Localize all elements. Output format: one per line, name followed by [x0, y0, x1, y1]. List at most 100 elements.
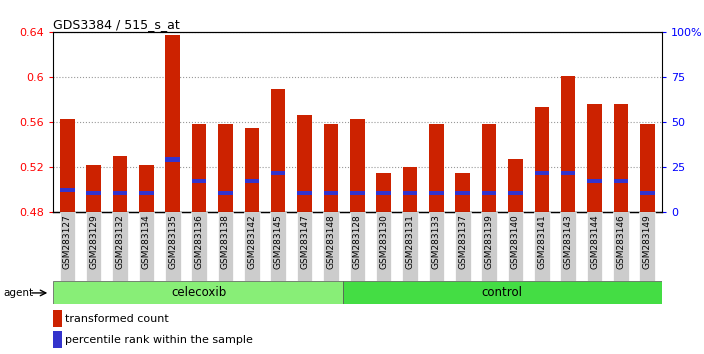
Bar: [586, 212, 603, 281]
Text: GSM283127: GSM283127: [63, 215, 72, 269]
Bar: [508, 212, 523, 281]
Text: GSM283145: GSM283145: [274, 215, 283, 269]
Text: control: control: [482, 286, 523, 299]
Bar: [192, 178, 206, 183]
Bar: [482, 212, 497, 281]
Bar: [639, 212, 655, 281]
Text: GSM283148: GSM283148: [327, 215, 335, 269]
Bar: [403, 167, 417, 212]
Bar: [87, 165, 101, 212]
Bar: [113, 191, 127, 195]
Bar: [86, 212, 101, 281]
Bar: [271, 171, 285, 175]
Bar: [613, 212, 629, 281]
Bar: [614, 178, 628, 183]
Bar: [271, 90, 285, 212]
Bar: [139, 165, 153, 212]
Bar: [560, 212, 576, 281]
Bar: [244, 178, 259, 183]
Bar: [402, 212, 417, 281]
Bar: [113, 156, 127, 212]
Bar: [297, 212, 313, 281]
Text: GSM283132: GSM283132: [115, 215, 125, 269]
Text: GSM283133: GSM283133: [432, 215, 441, 269]
Bar: [60, 119, 75, 212]
Bar: [561, 76, 575, 212]
Text: GSM283137: GSM283137: [458, 215, 467, 269]
Text: GSM283141: GSM283141: [537, 215, 546, 269]
Bar: [53, 331, 62, 348]
Text: transformed count: transformed count: [65, 314, 169, 324]
Bar: [218, 124, 233, 212]
Text: GSM283144: GSM283144: [590, 215, 599, 269]
Bar: [270, 212, 286, 281]
Text: agent: agent: [4, 288, 34, 298]
Bar: [587, 104, 602, 212]
Bar: [218, 191, 233, 195]
Text: GSM283138: GSM283138: [221, 215, 230, 269]
Bar: [244, 212, 260, 281]
Bar: [614, 104, 628, 212]
Bar: [640, 124, 655, 212]
Bar: [165, 212, 180, 281]
Bar: [323, 212, 339, 281]
Bar: [165, 157, 180, 162]
Text: GSM283139: GSM283139: [484, 215, 494, 269]
Bar: [455, 191, 470, 195]
Text: GSM283129: GSM283129: [89, 215, 98, 269]
Bar: [87, 191, 101, 195]
Bar: [112, 212, 128, 281]
Bar: [244, 128, 259, 212]
Bar: [455, 212, 470, 281]
Text: GSM283130: GSM283130: [379, 215, 388, 269]
Bar: [587, 178, 602, 183]
Bar: [60, 212, 75, 281]
Bar: [429, 124, 444, 212]
Bar: [561, 171, 575, 175]
Bar: [343, 281, 662, 304]
Text: GSM283135: GSM283135: [168, 215, 177, 269]
Text: percentile rank within the sample: percentile rank within the sample: [65, 335, 253, 345]
Text: GSM283128: GSM283128: [353, 215, 362, 269]
Bar: [60, 188, 75, 192]
Bar: [377, 173, 391, 212]
Bar: [534, 108, 549, 212]
Text: celecoxib: celecoxib: [172, 286, 227, 299]
Bar: [455, 173, 470, 212]
Bar: [508, 159, 522, 212]
Bar: [53, 281, 343, 304]
Text: GDS3384 / 515_s_at: GDS3384 / 515_s_at: [53, 18, 180, 31]
Bar: [482, 191, 496, 195]
Text: GSM283142: GSM283142: [247, 215, 256, 269]
Bar: [376, 212, 391, 281]
Bar: [139, 212, 154, 281]
Text: GSM283131: GSM283131: [406, 215, 415, 269]
Bar: [53, 310, 62, 327]
Bar: [640, 191, 655, 195]
Text: GSM283136: GSM283136: [194, 215, 203, 269]
Bar: [324, 124, 338, 212]
Bar: [534, 212, 550, 281]
Text: GSM283149: GSM283149: [643, 215, 652, 269]
Bar: [429, 191, 444, 195]
Text: GSM283146: GSM283146: [617, 215, 625, 269]
Bar: [191, 212, 207, 281]
Bar: [218, 212, 233, 281]
Bar: [403, 191, 417, 195]
Bar: [165, 35, 180, 212]
Text: GSM283147: GSM283147: [300, 215, 309, 269]
Bar: [482, 124, 496, 212]
Bar: [297, 115, 312, 212]
Text: GSM283134: GSM283134: [142, 215, 151, 269]
Bar: [377, 191, 391, 195]
Bar: [429, 212, 444, 281]
Bar: [297, 191, 312, 195]
Bar: [192, 124, 206, 212]
Bar: [508, 191, 522, 195]
Bar: [350, 119, 365, 212]
Bar: [139, 191, 153, 195]
Text: GSM283143: GSM283143: [564, 215, 572, 269]
Bar: [350, 191, 365, 195]
Text: GSM283140: GSM283140: [511, 215, 520, 269]
Bar: [349, 212, 365, 281]
